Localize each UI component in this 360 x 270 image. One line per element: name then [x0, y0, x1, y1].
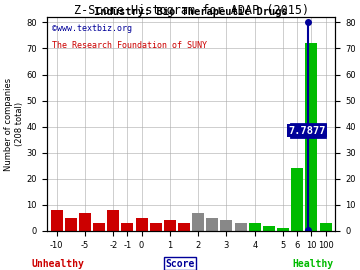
Bar — [121, 223, 134, 231]
Bar — [51, 210, 63, 231]
Y-axis label: Number of companies
(208 total): Number of companies (208 total) — [4, 77, 23, 171]
Bar — [178, 223, 190, 231]
Bar — [220, 221, 233, 231]
Bar — [291, 168, 303, 231]
Bar — [150, 223, 162, 231]
Text: Score: Score — [165, 259, 195, 269]
Bar — [192, 213, 204, 231]
Text: Unhealthy: Unhealthy — [31, 259, 84, 269]
Bar — [249, 223, 261, 231]
Text: The Research Foundation of SUNY: The Research Foundation of SUNY — [53, 41, 207, 50]
Bar — [320, 223, 332, 231]
Text: 7.7877: 7.7877 — [288, 126, 326, 136]
Text: Healthy: Healthy — [293, 259, 334, 269]
Bar — [277, 228, 289, 231]
Bar — [235, 223, 247, 231]
Text: ©www.textbiz.org: ©www.textbiz.org — [53, 23, 132, 33]
Bar — [65, 218, 77, 231]
Bar — [93, 223, 105, 231]
Title: Z-Score Histogram for ADAP (2015): Z-Score Histogram for ADAP (2015) — [73, 4, 309, 17]
Bar — [135, 218, 148, 231]
Bar — [107, 210, 119, 231]
Bar — [305, 43, 318, 231]
Bar — [164, 221, 176, 231]
Text: Industry: Bio Therapeutic Drugs: Industry: Bio Therapeutic Drugs — [94, 7, 288, 17]
Bar — [79, 213, 91, 231]
Bar — [206, 218, 219, 231]
Bar — [263, 226, 275, 231]
